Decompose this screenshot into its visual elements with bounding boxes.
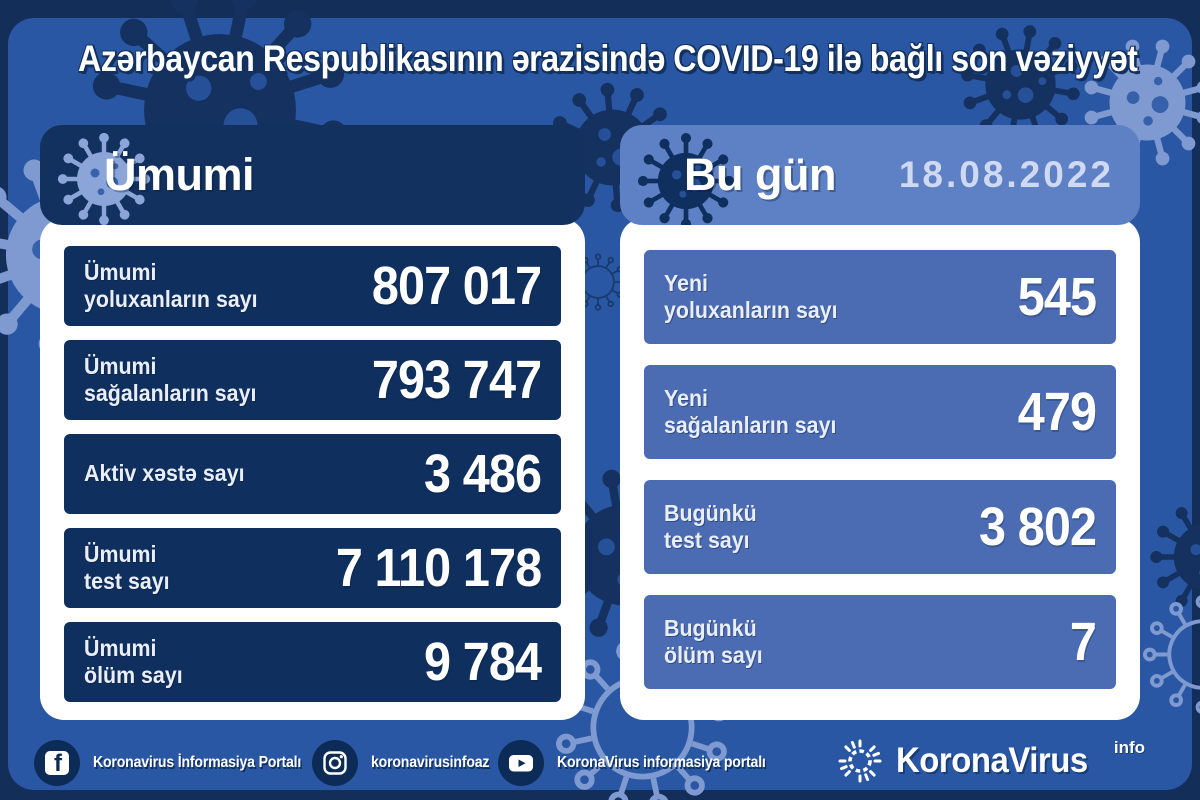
facebook-link[interactable]: f Koronavirus İnformasiya Portalı (34, 739, 330, 787)
stat-value: 479 (1017, 382, 1097, 442)
facebook-icon: f (34, 740, 80, 786)
stat-value: 793 747 (371, 350, 542, 410)
footer: f Koronavirus İnformasiya Portalı korona… (0, 735, 1200, 793)
stat-label: Ümumi sağalanların sayı (84, 352, 257, 406)
stat-label: Bugünkü ölüm sayı (664, 614, 763, 668)
stat-row-today-deaths: Bugünkü ölüm sayı 7 (644, 595, 1116, 689)
stat-row-total-infected: Ümumi yoluxanların sayı 807 017 (64, 246, 561, 326)
youtube-link[interactable]: KoronaVirus informasiya portalı (498, 739, 794, 787)
virus-logo-icon (838, 739, 882, 783)
report-date: 18.08.2022 (898, 154, 1114, 195)
stat-value: 7 110 178 (335, 538, 542, 598)
instagram-icon (312, 740, 358, 786)
stat-value: 3 486 (423, 444, 542, 504)
stat-label: Ümumi yoluxanların sayı (84, 258, 258, 312)
youtube-label: KoronaVirus informasiya portalı (557, 754, 766, 771)
facebook-label: Koronavirus İnformasiya Portalı (93, 754, 302, 771)
stat-row-total-recovered: Ümumi sağalanların sayı 793 747 (64, 340, 561, 420)
stat-label: Ümumi test sayı (84, 540, 170, 594)
stat-label: Bugünkü test sayı (664, 499, 757, 553)
stat-value: 9 784 (423, 632, 542, 692)
svg-text:f: f (54, 750, 63, 777)
stat-label: Yeni sağalanların sayı (664, 384, 837, 438)
stat-value: 7 (1069, 612, 1097, 672)
instagram-link[interactable]: koronavirusinfoaz (312, 739, 505, 787)
totals-header: Ümumi (40, 125, 585, 225)
stat-row-total-deaths: Ümumi ölüm sayı 9 784 (64, 622, 561, 702)
stat-value: 807 017 (371, 256, 542, 316)
today-panel: Yeni yoluxanların sayı 545 Yeni sağalanl… (620, 218, 1140, 720)
today-header: Bu gün 18.08.2022 (620, 125, 1140, 225)
totals-title: Ümumi (104, 149, 255, 200)
stat-label: Yeni yoluxanların sayı (664, 269, 838, 323)
brand-suffix: info (1113, 738, 1146, 757)
stat-row-new-recovered: Yeni sağalanların sayı 479 (644, 365, 1116, 459)
brand-name: KoronaVirus (896, 741, 1088, 780)
totals-panel: Ümumi yoluxanların sayı 807 017 Ümumi sa… (40, 218, 585, 720)
stat-value: 3 802 (978, 497, 1097, 557)
stat-label: Aktiv xəstə sayı (84, 460, 245, 487)
stat-label: Ümumi ölüm sayı (84, 634, 183, 688)
stat-value: 545 (1017, 267, 1097, 327)
today-title: Bu gün (684, 149, 836, 200)
brand-logo: KoronaVirus info (836, 737, 1145, 785)
page-title: Azərbaycan Respublikasının ərazisində CO… (78, 38, 1138, 79)
stat-row-today-tests: Bugünkü test sayı 3 802 (644, 480, 1116, 574)
instagram-label: koronavirusinfoaz (371, 754, 490, 771)
stat-row-active-cases: Aktiv xəstə sayı 3 486 (64, 434, 561, 514)
stat-row-total-tests: Ümumi test sayı 7 110 178 (64, 528, 561, 608)
youtube-icon (498, 740, 544, 786)
stat-row-new-infected: Yeni yoluxanların sayı 545 (644, 250, 1116, 344)
